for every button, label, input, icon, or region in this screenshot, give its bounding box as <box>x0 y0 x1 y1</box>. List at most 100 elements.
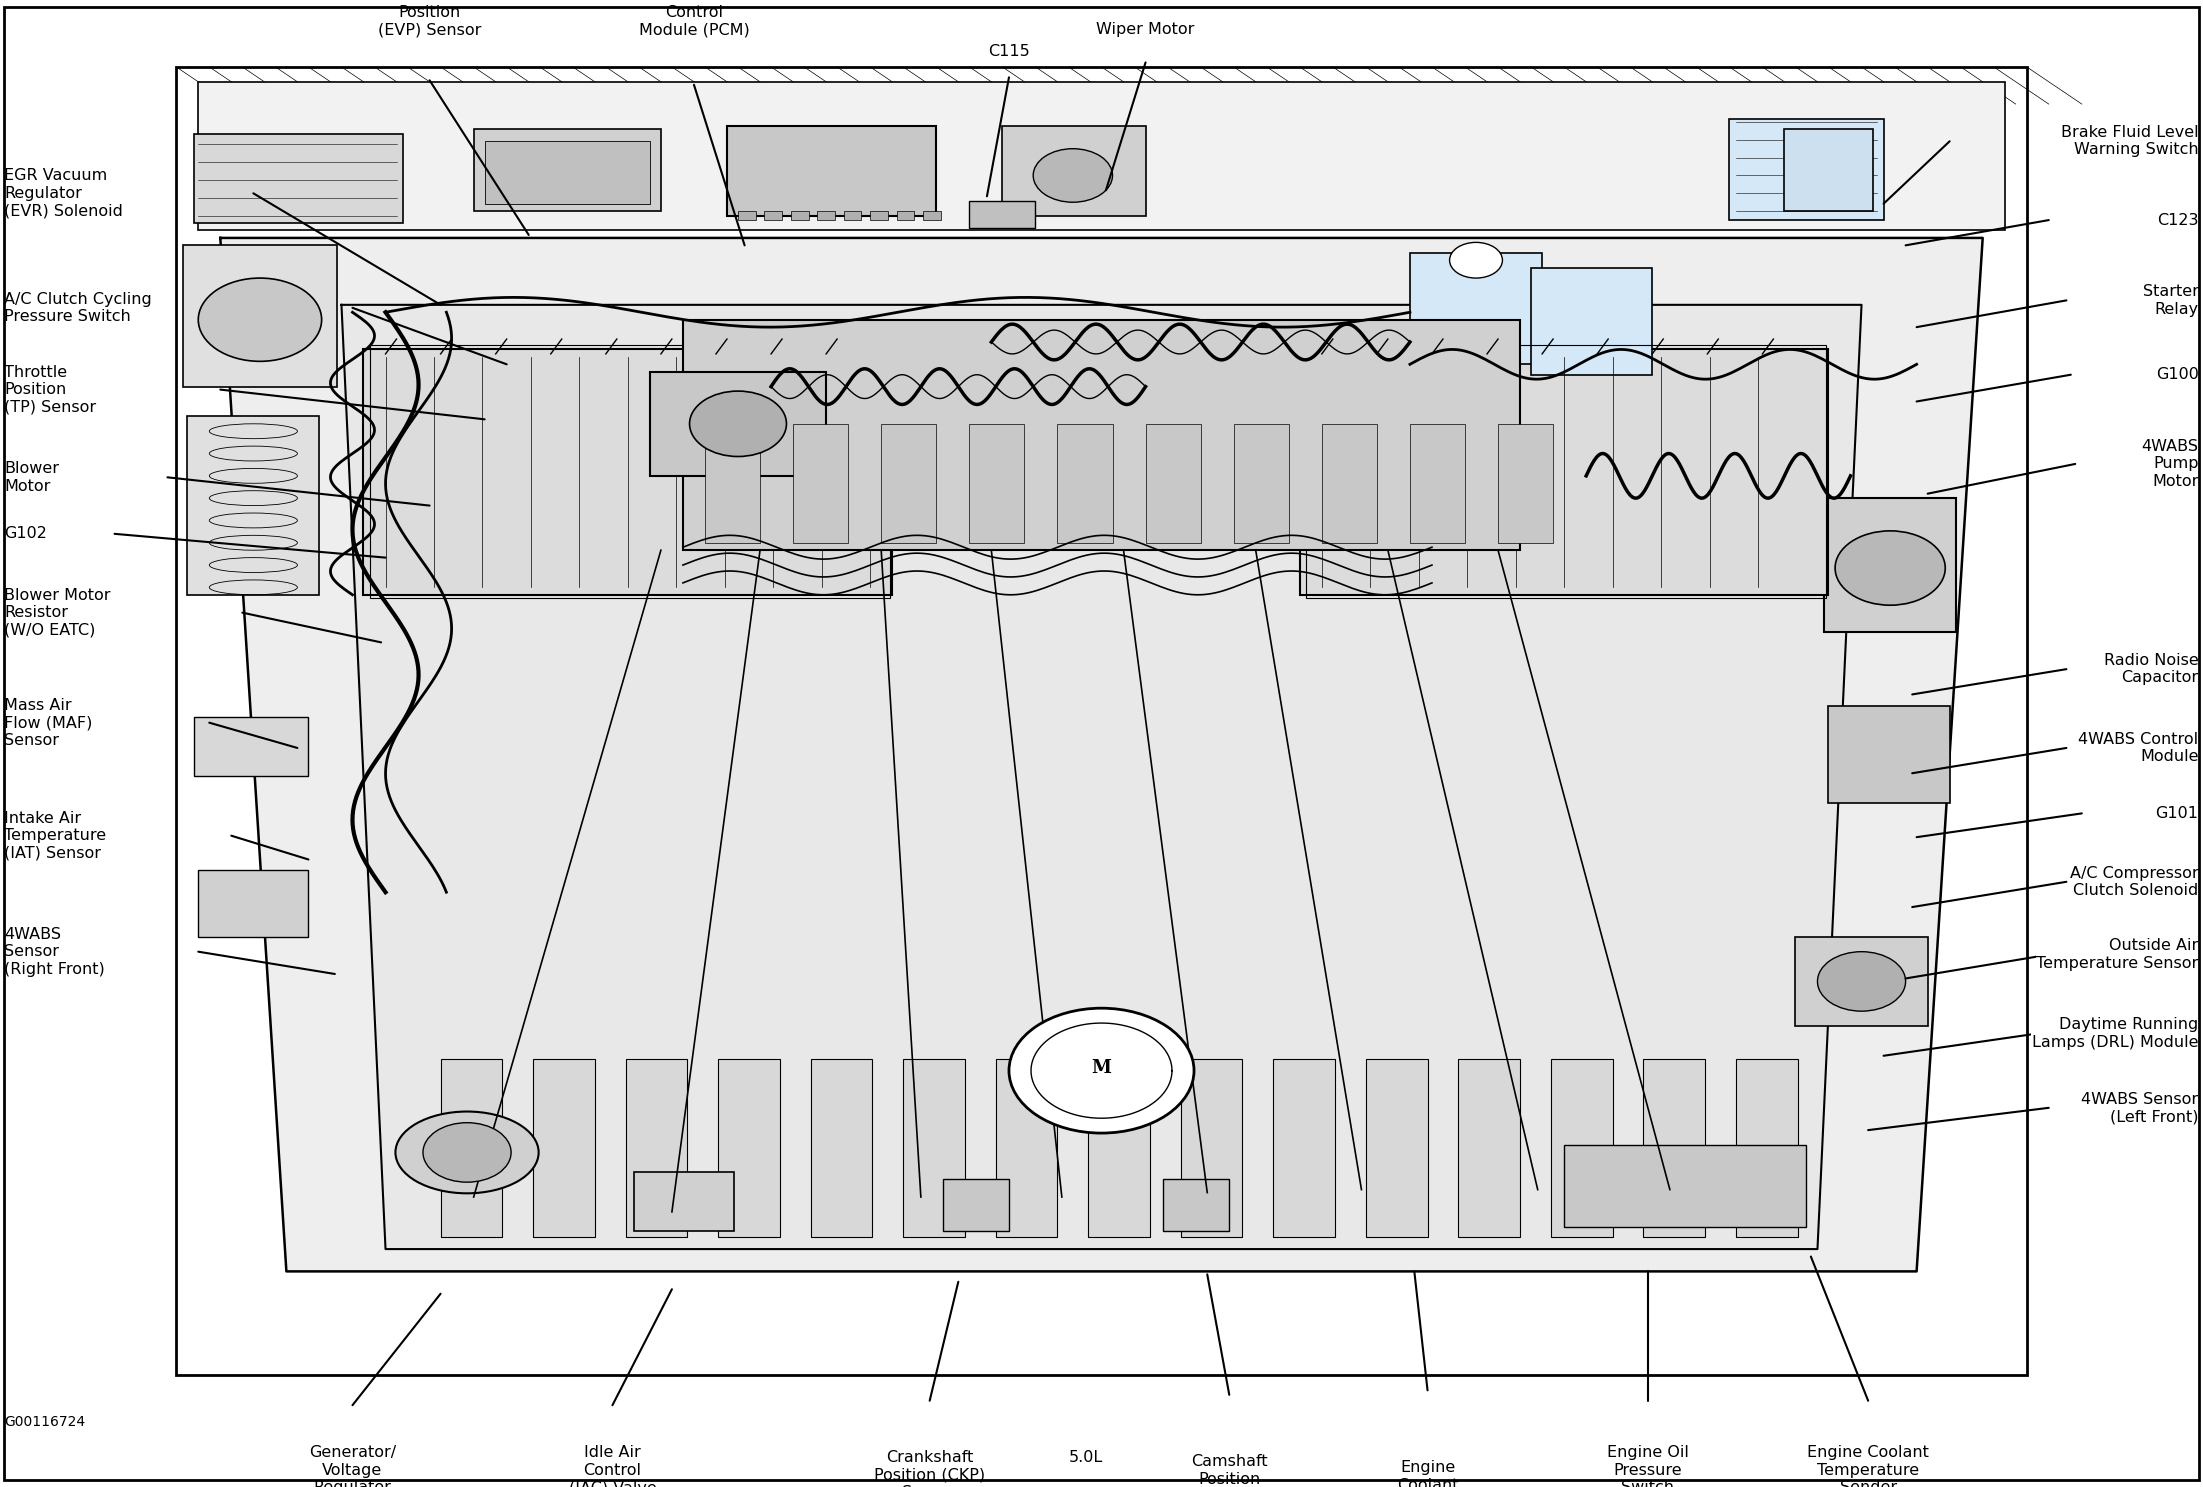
Text: Engine
Coolant
Temperature
(ECT) Sensor: Engine Coolant Temperature (ECT) Sensor <box>1375 1460 1480 1487</box>
Bar <box>683 320 1520 550</box>
Text: Engine Coolant
Temperature
Sender: Engine Coolant Temperature Sender <box>1806 1445 1930 1487</box>
Text: Daytime Running
Lamps (DRL) Module: Daytime Running Lamps (DRL) Module <box>2031 1017 2199 1050</box>
Bar <box>1234 424 1289 543</box>
Bar <box>485 141 650 204</box>
Text: Brake Fluid Level
Warning Switch: Brake Fluid Level Warning Switch <box>2062 125 2199 158</box>
Bar <box>764 211 782 220</box>
Bar <box>1828 706 1950 803</box>
Bar <box>1306 345 1826 598</box>
Ellipse shape <box>397 1112 540 1193</box>
Text: Powertrain
Control
Module (PCM): Powertrain Control Module (PCM) <box>639 0 749 37</box>
Bar <box>634 1172 734 1231</box>
Text: Intake Air
Temperature
(IAT) Sensor: Intake Air Temperature (IAT) Sensor <box>4 810 106 861</box>
Bar <box>1784 129 1873 211</box>
Bar <box>1146 424 1201 543</box>
Bar <box>1729 119 1884 220</box>
Bar <box>183 245 337 387</box>
Text: G101: G101 <box>2155 806 2199 821</box>
Bar <box>881 424 936 543</box>
Polygon shape <box>220 238 1983 1271</box>
Bar <box>923 211 941 220</box>
Text: Throttle
Position
(TP) Sensor: Throttle Position (TP) Sensor <box>4 364 97 415</box>
Bar <box>996 1059 1057 1237</box>
Bar <box>1736 1059 1798 1237</box>
Bar <box>370 345 890 598</box>
Text: Blower
Motor: Blower Motor <box>4 461 59 494</box>
Bar <box>718 1059 780 1237</box>
Bar <box>194 134 403 223</box>
Text: Outside Air
Temperature Sensor: Outside Air Temperature Sensor <box>2036 938 2199 971</box>
Text: EGR Vacuum
Regulator
(EVR) Solenoid: EGR Vacuum Regulator (EVR) Solenoid <box>4 168 123 219</box>
Text: C115: C115 <box>989 45 1029 59</box>
Text: Wiper Motor: Wiper Motor <box>1097 22 1194 37</box>
Bar <box>870 211 888 220</box>
Text: G00116724: G00116724 <box>4 1414 86 1429</box>
Text: Idle Air
Control
(IAC) Valve: Idle Air Control (IAC) Valve <box>568 1445 656 1487</box>
Bar <box>198 870 308 937</box>
Bar <box>1273 1059 1335 1237</box>
Text: 4WABS Sensor
(Left Front): 4WABS Sensor (Left Front) <box>2082 1091 2199 1124</box>
Text: Mass Air
Flow (MAF)
Sensor: Mass Air Flow (MAF) Sensor <box>4 697 93 748</box>
Circle shape <box>423 1123 511 1182</box>
Text: M: M <box>1090 1059 1113 1077</box>
Bar <box>811 1059 872 1237</box>
Circle shape <box>690 391 786 457</box>
Bar <box>1643 1059 1705 1237</box>
Text: Starter
Relay: Starter Relay <box>2144 284 2199 317</box>
Bar <box>176 67 2027 1375</box>
Bar <box>844 211 861 220</box>
Bar <box>1366 1059 1428 1237</box>
Bar <box>738 211 756 220</box>
Bar <box>897 211 914 220</box>
Bar <box>1458 1059 1520 1237</box>
Bar <box>791 211 809 220</box>
Bar <box>1181 1059 1242 1237</box>
Bar <box>533 1059 595 1237</box>
Bar <box>1564 1145 1806 1227</box>
Bar <box>1551 1059 1613 1237</box>
Bar <box>1300 349 1828 595</box>
Text: 5.0L: 5.0L <box>1068 1450 1104 1465</box>
Text: Blower Motor
Resistor
(W/O EATC): Blower Motor Resistor (W/O EATC) <box>4 587 110 638</box>
Bar <box>1057 424 1113 543</box>
Bar <box>1498 424 1553 543</box>
Bar <box>1410 253 1542 364</box>
Bar <box>1531 268 1652 375</box>
Bar <box>727 126 936 216</box>
Bar <box>1002 126 1146 216</box>
Text: 4WABS
Pump
Motor: 4WABS Pump Motor <box>2141 439 2199 489</box>
Text: G100: G100 <box>2157 367 2199 382</box>
Circle shape <box>1009 1008 1194 1133</box>
Bar <box>793 424 848 543</box>
Polygon shape <box>341 305 1862 1249</box>
Bar <box>1410 424 1465 543</box>
Circle shape <box>1450 242 1502 278</box>
Bar <box>194 717 308 776</box>
Bar <box>969 424 1024 543</box>
Bar <box>474 129 661 211</box>
Bar <box>626 1059 687 1237</box>
Bar <box>1088 1059 1150 1237</box>
Bar <box>363 349 892 595</box>
Text: A/C Clutch Cycling
Pressure Switch: A/C Clutch Cycling Pressure Switch <box>4 291 152 324</box>
Text: Engine Oil
Pressure
Switch: Engine Oil Pressure Switch <box>1606 1445 1690 1487</box>
Bar <box>441 1059 502 1237</box>
Text: Radio Noise
Capacitor: Radio Noise Capacitor <box>2104 653 2199 686</box>
Bar <box>969 201 1035 228</box>
Bar <box>1163 1179 1229 1231</box>
Circle shape <box>1817 952 1906 1011</box>
Circle shape <box>1835 531 1945 605</box>
Text: Camshaft
Position
(CMP)
Sensor: Camshaft Position (CMP) Sensor <box>1192 1454 1267 1487</box>
Bar <box>1795 937 1928 1026</box>
Text: 4WABS Control
Module: 4WABS Control Module <box>2077 732 2199 764</box>
Bar <box>198 82 2005 230</box>
Text: G102: G102 <box>4 526 46 541</box>
Bar <box>817 211 835 220</box>
Bar <box>187 416 319 595</box>
Text: 4WABS
Sensor
(Right Front): 4WABS Sensor (Right Front) <box>4 926 106 977</box>
Text: Crankshaft
Position (CKP)
Sensor: Crankshaft Position (CKP) Sensor <box>875 1450 985 1487</box>
Text: A/C Compressor
Clutch Solenoid: A/C Compressor Clutch Solenoid <box>2071 865 2199 898</box>
Bar <box>1322 424 1377 543</box>
Bar <box>943 1179 1009 1231</box>
Bar <box>705 424 760 543</box>
